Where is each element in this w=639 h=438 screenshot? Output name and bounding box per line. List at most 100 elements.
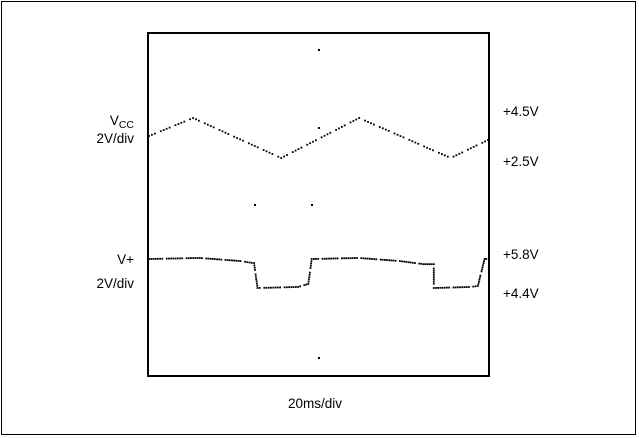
trace-point (256, 287, 259, 289)
trace-point (307, 280, 310, 283)
trace-point (338, 127, 340, 130)
trace-point (411, 140, 414, 143)
trace-point (253, 266, 256, 269)
trace-point (306, 143, 309, 146)
trace-point (411, 261, 414, 264)
trace-point (224, 259, 227, 261)
trace-point (151, 133, 153, 136)
trace-point (474, 285, 477, 288)
trace-point (343, 124, 346, 127)
trace-point (438, 151, 440, 154)
trace-point (201, 257, 203, 259)
trace-point (356, 257, 358, 259)
trace-point (487, 139, 489, 141)
trace-point (248, 142, 250, 145)
trace-point (364, 119, 366, 122)
trace-point (161, 257, 164, 260)
trace-point (432, 149, 434, 152)
trace-point (258, 287, 261, 289)
trace-point (254, 269, 256, 271)
trace-point (426, 263, 429, 266)
trace-point (463, 286, 466, 288)
trace-point (392, 259, 395, 262)
trace-point (297, 286, 300, 288)
trace-point (181, 257, 184, 260)
trace-point (154, 258, 157, 260)
trace-point (227, 133, 230, 135)
trace-point (330, 257, 332, 260)
trace-point (165, 127, 168, 130)
trace-point (283, 155, 285, 158)
trace-point (482, 262, 485, 264)
trace-point (467, 148, 469, 151)
trace-point (381, 258, 384, 261)
trace-point (309, 142, 311, 145)
trace-point (405, 261, 408, 263)
trace-point (292, 286, 295, 288)
trace-point (446, 155, 449, 158)
trace-point (423, 145, 425, 148)
graticule-dot (318, 49, 320, 51)
trace-point (459, 286, 461, 289)
trace-point (373, 258, 376, 260)
trace-point (381, 127, 384, 130)
trace-point (401, 260, 403, 263)
vcc-label: VCC (109, 113, 134, 131)
trace-point (177, 123, 180, 125)
trace-point (432, 271, 435, 274)
trace-point (399, 135, 402, 137)
trace-point (156, 257, 159, 260)
trace-point (432, 269, 435, 272)
trace-point (198, 257, 201, 259)
trace-point (403, 260, 406, 263)
trace-point (402, 136, 405, 139)
vcc-low-level-label: +2.5V (503, 154, 539, 169)
graticule-dot (318, 357, 320, 359)
trace-point (369, 257, 371, 260)
trace-point (172, 257, 175, 260)
trace-point (414, 141, 417, 144)
trace-point (328, 257, 330, 260)
trace-point (250, 143, 253, 146)
trace-point (209, 257, 212, 260)
trace-point (310, 258, 313, 260)
trace-point (414, 262, 416, 264)
trace-point (479, 276, 481, 279)
trace-point (432, 263, 435, 266)
trace-point (428, 263, 431, 266)
trace-point (360, 257, 363, 259)
trace-point (248, 261, 251, 264)
trace-point (179, 257, 181, 260)
trace-point (195, 118, 197, 121)
trace-point (441, 153, 443, 155)
trace-point (216, 258, 218, 261)
graticule-dot (311, 204, 313, 206)
trace-point (233, 135, 236, 138)
trace-point (263, 286, 266, 289)
trace-point (443, 154, 446, 157)
trace-point (246, 261, 249, 263)
trace-point (345, 257, 348, 260)
trace-point (364, 257, 367, 260)
trace-point (454, 286, 457, 289)
trace-point (148, 258, 150, 260)
trace-point (286, 286, 288, 289)
trace-point (485, 258, 488, 260)
trace-point (309, 267, 312, 269)
trace-point (290, 286, 293, 288)
trace-point (253, 264, 256, 267)
trace-point (481, 268, 483, 271)
trace-point (192, 257, 195, 259)
trace-point (299, 285, 302, 288)
vplus-label: V+ (117, 252, 134, 267)
trace-point (366, 257, 369, 260)
graticule-dot (318, 127, 320, 129)
trace-point (312, 140, 314, 143)
trace-point (352, 120, 355, 122)
trace-point (211, 258, 214, 260)
trace-point (313, 258, 315, 260)
trace-point (422, 263, 425, 266)
trace-point (294, 149, 297, 152)
trace-point (336, 257, 339, 260)
trace-point (482, 264, 484, 267)
